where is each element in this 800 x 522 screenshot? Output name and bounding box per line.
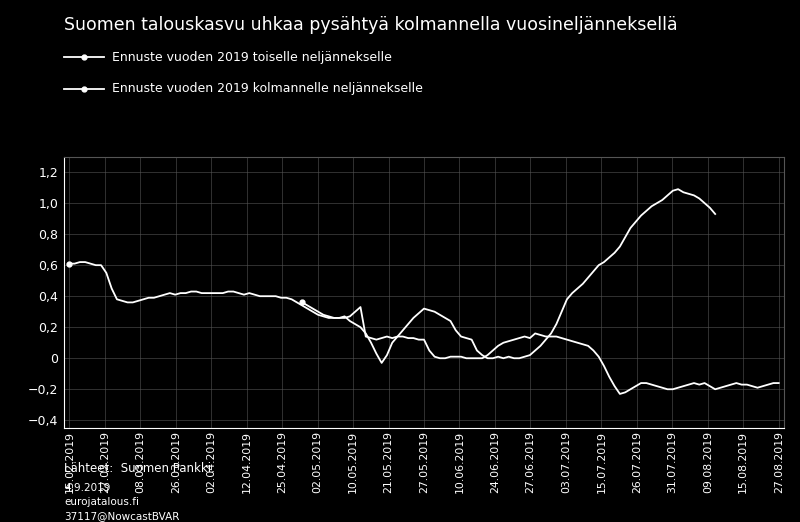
Text: 4.9.2019
eurojatalous.fi
37117@NowcastBVAR: 4.9.2019 eurojatalous.fi 37117@NowcastBV… <box>64 483 179 521</box>
Text: Ennuste vuoden 2019 kolmannelle neljännekselle: Ennuste vuoden 2019 kolmannelle neljänne… <box>112 82 423 95</box>
Text: Lähteet:  Suomen Pankki.: Lähteet: Suomen Pankki. <box>64 462 215 475</box>
Text: Suomen talouskasvu uhkaa pysähtyä kolmannella vuosineljänneksellä: Suomen talouskasvu uhkaa pysähtyä kolman… <box>64 16 678 33</box>
Text: Ennuste vuoden 2019 toiselle neljännekselle: Ennuste vuoden 2019 toiselle neljännekse… <box>112 51 392 64</box>
